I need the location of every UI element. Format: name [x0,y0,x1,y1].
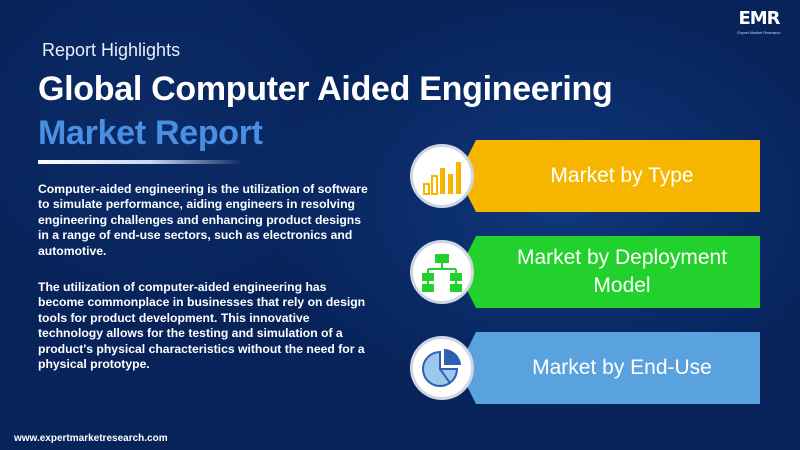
segment-bar [458,236,760,308]
description-paragraph-1: Computer-aided engineering is the utiliz… [38,182,368,258]
segment-label: Market by Deployment Model [516,246,728,297]
report-kicker: Report Highlights [42,40,181,60]
org-chart-icon [422,254,462,292]
segment-icon-circle [410,240,474,304]
logo-tagline: Expert Market Research [737,30,781,35]
bar-chart-icon [423,162,461,195]
segment-label: Market by Type [550,164,694,187]
report-title-line2: Market Report [38,114,263,152]
description-paragraph-2: The utilization of computer-aided engine… [38,280,366,372]
segment-icon-circle [410,336,474,400]
segment-bar [458,332,760,404]
segment-icon-circle [410,144,474,208]
footer-url[interactable]: www.expertmarketresearch.com [14,433,168,444]
segment-label: Market by End-Use [532,356,712,379]
pie-chart-icon [422,348,461,387]
segment-market-by-deployment-model: Market by Deployment Model [410,236,760,308]
report-title-line1: Global Computer Aided Engineering [38,70,613,108]
segment-bar [458,140,760,212]
logo-mark: EMR [738,8,780,29]
segment-market-by-end-use: Market by End-Use [410,332,760,404]
emr-logo: EMR Expert Market Research [732,8,786,36]
title-underline [38,160,243,164]
segment-market-by-type: Market by Type [410,140,760,212]
